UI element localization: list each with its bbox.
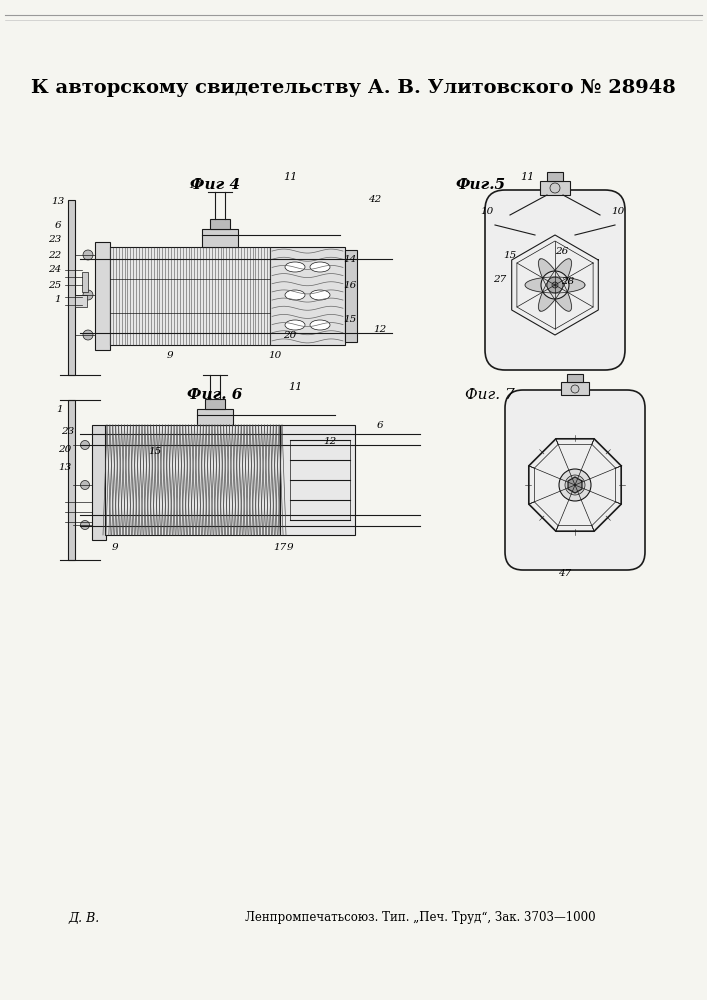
Bar [205, 399, 225, 409]
Text: 11: 11 [520, 172, 534, 182]
Bar [210, 219, 230, 229]
Bar [197, 409, 233, 425]
Bar [68, 400, 75, 560]
Circle shape [552, 282, 558, 288]
Text: 12: 12 [323, 438, 337, 446]
Bar [270, 247, 345, 345]
Bar [110, 247, 270, 345]
Bar [540, 181, 570, 195]
Ellipse shape [285, 290, 305, 300]
Text: 23: 23 [62, 428, 75, 436]
Ellipse shape [285, 262, 305, 272]
Text: 11: 11 [288, 382, 302, 392]
Bar [95, 242, 110, 350]
Circle shape [81, 520, 90, 530]
Text: 26: 26 [556, 247, 568, 256]
Text: 6: 6 [377, 420, 383, 430]
Circle shape [559, 469, 591, 501]
Bar [105, 425, 280, 535]
Circle shape [83, 290, 93, 300]
Polygon shape [568, 477, 582, 493]
Bar [280, 425, 355, 535]
Bar [202, 229, 238, 247]
Bar [82, 272, 88, 292]
Text: 20: 20 [59, 446, 71, 454]
Text: 9: 9 [112, 544, 118, 552]
Text: 9: 9 [286, 544, 293, 552]
Text: 15: 15 [148, 448, 162, 456]
FancyBboxPatch shape [505, 390, 645, 570]
Polygon shape [525, 277, 585, 293]
Text: 15: 15 [344, 316, 356, 324]
Circle shape [83, 250, 93, 260]
Text: 1: 1 [54, 296, 62, 304]
Text: 1: 1 [57, 406, 64, 414]
Text: 23: 23 [48, 235, 62, 244]
Text: 28: 28 [561, 277, 575, 286]
Ellipse shape [310, 262, 330, 272]
Polygon shape [539, 259, 571, 311]
Text: 47: 47 [559, 568, 572, 578]
Circle shape [547, 277, 563, 293]
Text: 10: 10 [480, 208, 493, 217]
Text: Фиг. 6: Фиг. 6 [187, 388, 243, 402]
Text: 14: 14 [344, 255, 356, 264]
Text: Фиг. 7: Фиг. 7 [465, 388, 515, 402]
Ellipse shape [310, 320, 330, 330]
Text: 27: 27 [493, 275, 507, 284]
Text: 13: 13 [59, 464, 71, 473]
Bar [547, 172, 563, 181]
Circle shape [83, 330, 93, 340]
Text: 13: 13 [52, 198, 64, 207]
Bar [345, 250, 357, 342]
Text: 42: 42 [368, 196, 382, 205]
Text: 17: 17 [274, 544, 286, 552]
Circle shape [550, 183, 560, 193]
Text: 11: 11 [283, 172, 297, 182]
Circle shape [81, 481, 90, 489]
Text: К авторскому свидетельству А. В. Улитовского № 28948: К авторскому свидетельству А. В. Улитовс… [30, 79, 675, 97]
Circle shape [565, 475, 585, 495]
Circle shape [541, 271, 569, 299]
Text: 16: 16 [344, 280, 356, 290]
Text: 9: 9 [167, 351, 173, 360]
Text: 15: 15 [503, 250, 517, 259]
Text: 20: 20 [284, 330, 297, 340]
Circle shape [571, 385, 579, 393]
Text: Фиг 4: Фиг 4 [190, 178, 240, 192]
Text: 10: 10 [188, 180, 201, 190]
Bar [561, 382, 589, 395]
Text: 10: 10 [269, 351, 281, 360]
Bar [92, 425, 106, 540]
Polygon shape [539, 259, 571, 311]
Bar [75, 295, 87, 307]
Text: 24: 24 [48, 265, 62, 274]
Ellipse shape [310, 290, 330, 300]
Bar [567, 374, 583, 382]
Text: 25: 25 [48, 280, 62, 290]
Text: 10: 10 [612, 208, 624, 217]
Circle shape [81, 440, 90, 450]
Text: Д. В.: Д. В. [68, 912, 99, 924]
Text: 22: 22 [48, 250, 62, 259]
Text: 12: 12 [373, 326, 387, 334]
Text: Ленпромпечатьсоюз. Тип. „Печ. Труд“, Зак. 3703—1000: Ленпромпечатьсоюз. Тип. „Печ. Труд“, Зак… [245, 912, 595, 924]
Text: 6: 6 [54, 221, 62, 230]
Bar [68, 200, 75, 375]
Text: Фиг.5: Фиг.5 [455, 178, 505, 192]
Ellipse shape [285, 320, 305, 330]
FancyBboxPatch shape [485, 190, 625, 370]
